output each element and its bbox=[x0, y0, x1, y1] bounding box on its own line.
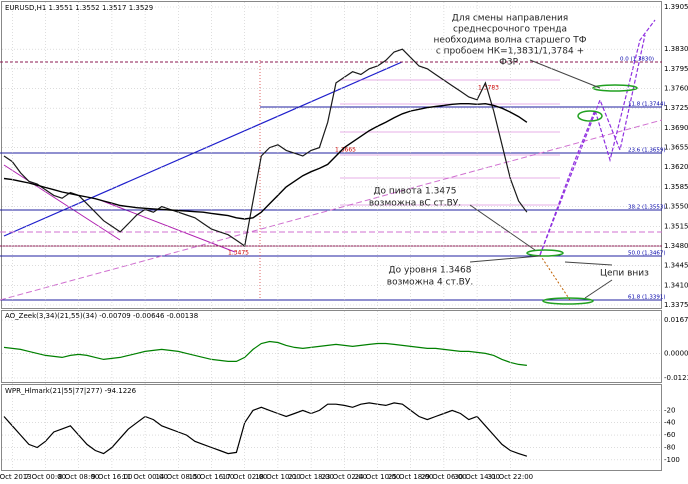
y-tick-label: 1.3445 bbox=[664, 262, 688, 270]
wpr-pane bbox=[1, 384, 662, 471]
y-tick-label: 1.3550 bbox=[664, 203, 688, 211]
y-tick-label: 1.3725 bbox=[664, 104, 688, 112]
price-tag: 1.3475 bbox=[228, 250, 249, 257]
projection bbox=[539, 34, 646, 256]
chart-title: EURUSD,H1 1.3551 1.3552 1.3517 1.3529 bbox=[5, 4, 153, 12]
series-line bbox=[3, 102, 528, 220]
fib-label: 50.0 (1.3467) bbox=[628, 251, 666, 257]
x-tick-label: 23 Oct 02:00 bbox=[321, 473, 367, 481]
y-tick-label: 1.3410 bbox=[664, 281, 688, 289]
target-ellipse bbox=[577, 110, 603, 122]
series-line bbox=[3, 48, 528, 248]
annotation: возможна 4 ст.ВУ. bbox=[387, 278, 473, 288]
x-tick-label: 25 Oct 18:00 bbox=[388, 473, 434, 481]
fib-label: 11.8 (1.3744) bbox=[628, 102, 666, 108]
y-tick-label: -100 bbox=[664, 456, 680, 464]
x-tick-label: 21 Oct 18:00 bbox=[288, 473, 334, 481]
trend-line bbox=[3, 164, 121, 241]
y-tick-label: -80 bbox=[664, 443, 675, 451]
drawings bbox=[0, 19, 663, 305]
annotation: До уровня 1.3468 bbox=[389, 266, 472, 276]
y-tick-label: 1.3480 bbox=[664, 242, 688, 250]
y-tick-label: 1.3620 bbox=[664, 163, 688, 171]
x-tick-label: 15 Oct 16:00 bbox=[189, 473, 235, 481]
y-tick-label: -20 bbox=[664, 406, 675, 414]
annotation: с пробоем НК=1,3831/1,3784 + bbox=[436, 47, 584, 57]
fib-label: 38.2 (1.3553) bbox=[628, 205, 666, 211]
x-tick-label: 17 Oct 02:00 bbox=[222, 473, 268, 481]
fib-label: 0.0 (1.3830) bbox=[620, 57, 654, 63]
pointer bbox=[584, 279, 613, 299]
x-tick-label: 9 Oct 16:00 bbox=[91, 473, 132, 481]
y-tick-label: -0.01231 bbox=[664, 374, 688, 382]
x-tick-label: 11 Oct 00:00 bbox=[122, 473, 168, 481]
y-tick-label: 1.3375 bbox=[664, 301, 688, 309]
pointer bbox=[564, 261, 613, 266]
y-tick-label: 1.3830 bbox=[664, 45, 688, 53]
projection bbox=[539, 254, 571, 301]
x-tick-label: 18 Oct 10:00 bbox=[255, 473, 301, 481]
fib-label: 61.8 (1.3391) bbox=[628, 295, 666, 301]
y-tick-label: 1.3585 bbox=[664, 183, 688, 191]
x-tick-label: 7 Oct 00:00 bbox=[25, 473, 66, 481]
annotation: Для смены направления bbox=[452, 14, 568, 24]
y-tick-label: 1.3795 bbox=[664, 65, 688, 73]
x-tick-label: 31 Oct 22:00 bbox=[487, 473, 533, 481]
y-tick-label: 0.00000 bbox=[664, 349, 688, 357]
pane-title: WPR_Hlmark(21|55|77|277) -94.1226 bbox=[5, 387, 137, 395]
annotation: До пивота 1.3475 bbox=[373, 187, 456, 197]
price-tag: 1.3783 bbox=[478, 85, 499, 92]
x-tick-label: 29 Oct 06:00 bbox=[421, 473, 467, 481]
target-ellipse bbox=[592, 84, 638, 92]
trend-line bbox=[3, 61, 403, 237]
projection bbox=[539, 19, 656, 256]
y-tick-label: 1.3690 bbox=[664, 124, 688, 132]
x-tick-label: 14 Oct 08:00 bbox=[155, 473, 201, 481]
series-line bbox=[3, 340, 527, 366]
y-tick-label: 0.01675 bbox=[664, 316, 688, 324]
y-tick-label: 1.3515 bbox=[664, 222, 688, 230]
x-tick-label: 30 Oct 14:00 bbox=[454, 473, 500, 481]
pointer bbox=[469, 204, 536, 251]
pointer bbox=[469, 255, 541, 263]
price-tag: 1.3665 bbox=[335, 147, 356, 154]
y-tick-label: 1.3655 bbox=[664, 144, 688, 152]
series-line bbox=[3, 402, 528, 457]
y-tick-label: -40 bbox=[664, 419, 675, 427]
target-ellipse bbox=[526, 249, 564, 257]
fib-label: 23.6 (1.3659) bbox=[628, 148, 666, 154]
pane-title: AO_Zeek(3,34)(21,55)(34) -0.00709 -0.006… bbox=[5, 312, 198, 320]
ao-pane bbox=[1, 310, 662, 383]
y-tick-label: 1.3905 bbox=[664, 3, 688, 11]
x-tick-label: 3 Oct 2013 bbox=[0, 473, 32, 481]
main-pane bbox=[1, 1, 662, 309]
x-tick-label: 24 Oct 10:00 bbox=[355, 473, 401, 481]
annotation: необходима волна старшего ТФ bbox=[434, 36, 587, 46]
annotation: возможна вС ст.ВУ. bbox=[369, 199, 461, 209]
annotation: Цепи вниз bbox=[600, 269, 649, 279]
y-tick-label: 1.3760 bbox=[664, 85, 688, 93]
y-tick-label: -60 bbox=[664, 431, 675, 439]
channel-line bbox=[0, 119, 663, 301]
target-ellipse bbox=[542, 297, 594, 305]
pointer bbox=[529, 59, 601, 89]
x-tick-label: 8 Oct 08:00 bbox=[58, 473, 99, 481]
